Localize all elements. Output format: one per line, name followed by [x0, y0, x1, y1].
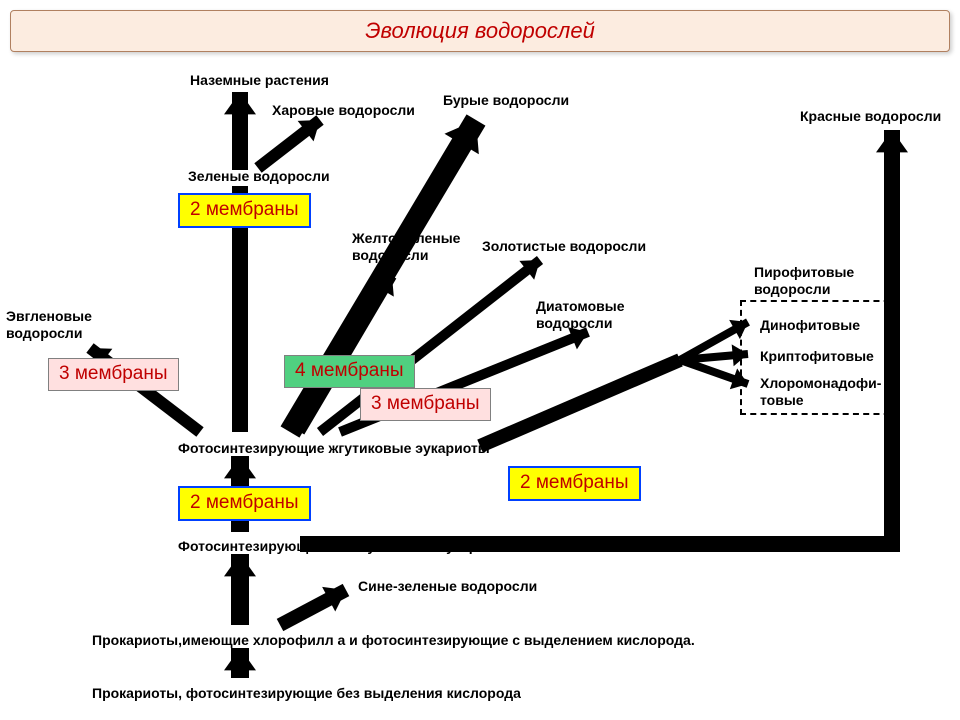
membrane-m3a: 3 мембраны — [48, 358, 179, 391]
membrane-m2b: 2 мембраны — [178, 486, 311, 521]
label-photo-noflag: Фотосинтезирующие безжгутиковые эукариот… — [178, 538, 513, 555]
label-yellow-green: Желто-зеленыеводоросли — [352, 230, 460, 264]
membrane-m2a: 2 мембраны — [178, 193, 311, 228]
label-euglena: Эвгленовыеводоросли — [6, 308, 92, 342]
evolution-diagram: Наземные растения Харовые водоросли Бурые … — [0, 60, 960, 720]
label-pyrrophytes: Пирофитовыеводоросли — [754, 264, 854, 298]
label-blue-green: Сине-зеленые водоросли — [358, 578, 537, 595]
label-charophytes: Харовые водоросли — [272, 102, 415, 119]
label-prok-o2: Прокариоты,имеющие хлорофилл а и фотосин… — [92, 632, 695, 649]
label-brown: Бурые водоросли — [443, 92, 569, 109]
page-title: Эволюция водорослей — [365, 18, 595, 44]
pyrrophyte-group-box — [740, 300, 900, 415]
membrane-m2c: 2 мембраны — [508, 466, 641, 501]
title-bar: Эволюция водорослей — [10, 10, 950, 52]
label-red: Красные водоросли — [800, 108, 941, 125]
label-prok-no-o2: Прокариоты, фотосинтезирующие без выделе… — [92, 685, 521, 702]
label-photo-flag: Фотосинтезирующие жгутиковые эукариоты — [178, 440, 490, 457]
label-golden: Золотистые водоросли — [482, 238, 646, 255]
label-diatoms: Диатомовыеводоросли — [536, 298, 624, 332]
label-green: Зеленые водоросли — [188, 168, 330, 185]
membrane-m3b: 3 мембраны — [360, 388, 491, 421]
label-land-plants: Наземные растения — [190, 72, 329, 89]
membrane-m4: 4 мембраны — [284, 355, 415, 388]
